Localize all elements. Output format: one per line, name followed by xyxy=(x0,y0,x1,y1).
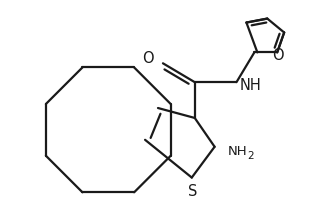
Text: S: S xyxy=(188,184,197,199)
Text: O: O xyxy=(142,51,154,66)
Text: 2: 2 xyxy=(247,151,254,161)
Text: NH: NH xyxy=(239,78,261,93)
Text: NH: NH xyxy=(228,145,247,158)
Text: O: O xyxy=(272,48,284,63)
